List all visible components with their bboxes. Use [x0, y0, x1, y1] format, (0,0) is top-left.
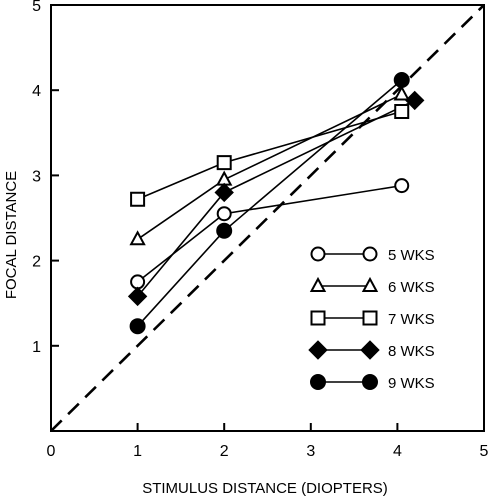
- legend-marker: [362, 374, 378, 390]
- legend: 5 WKS 6 WKS 7 WKS 8 WKS 9 WKS: [308, 246, 435, 392]
- legend-marker: [310, 374, 326, 390]
- y-axis-ticks: 1 2 3 4 5: [32, 0, 59, 356]
- legend-item-5-wks: 5 WKS: [310, 246, 435, 264]
- y-axis-title: FOCAL DISTANCE: [3, 171, 20, 299]
- x-tick-label: 5: [480, 443, 489, 460]
- data-point-7-wks: [394, 104, 410, 119]
- legend-label: 6 WKS: [388, 279, 435, 296]
- x-axis-ticks: 0 1 2 3 4 5: [47, 423, 489, 460]
- data-point-6-wks: [129, 230, 146, 246]
- data-point-8-wks: [214, 182, 234, 203]
- legend-marker: [360, 340, 380, 360]
- series-line-9-wks: [137, 79, 403, 327]
- x-tick-label: 2: [220, 443, 229, 460]
- y-tick-label: 5: [32, 0, 41, 15]
- x-tick-label: 3: [306, 443, 315, 460]
- y-tick-label: 4: [32, 83, 41, 100]
- legend-marker: [310, 310, 326, 326]
- data-point-9-wks: [216, 222, 233, 239]
- y-tick-label: 2: [32, 254, 41, 271]
- legend-marker: [309, 276, 327, 292]
- diagonal-reference-line: [50, 4, 485, 432]
- legend-item-9-wks: 9 WKS: [310, 374, 435, 392]
- legend-marker: [361, 276, 379, 292]
- data-point-5-wks: [216, 206, 232, 222]
- legend-item-6-wks: 6 WKS: [309, 276, 435, 296]
- legend-marker: [310, 246, 326, 262]
- x-tick-label: 1: [133, 443, 142, 460]
- y-tick-label: 1: [32, 339, 41, 356]
- series-markers: [127, 71, 425, 335]
- legend-label: 8 WKS: [388, 343, 435, 360]
- x-tick-label: 4: [393, 443, 402, 460]
- legend-label: 5 WKS: [388, 247, 435, 264]
- legend-label: 9 WKS: [388, 375, 435, 392]
- legend-marker: [362, 310, 378, 326]
- data-point-8-wks: [405, 90, 425, 111]
- data-point-5-wks: [130, 274, 146, 290]
- data-point-6-wks: [393, 85, 410, 101]
- series-line-6-wks: [137, 93, 403, 240]
- y-tick-label: 3: [32, 168, 41, 185]
- data-point-8-wks: [127, 286, 148, 307]
- data-point-7-wks: [216, 155, 232, 171]
- legend-marker: [308, 340, 328, 360]
- data-point-9-wks: [393, 71, 410, 88]
- series-line-5-wks: [137, 184, 402, 283]
- data-point-5-wks: [394, 178, 410, 194]
- data-point-7-wks: [130, 191, 146, 207]
- legend-item-8-wks: 8 WKS: [308, 340, 435, 360]
- legend-item-7-wks: 7 WKS: [310, 310, 435, 328]
- plot-frame: [50, 4, 485, 432]
- x-tick-label: 0: [47, 443, 56, 460]
- data-point-9-wks: [129, 318, 146, 335]
- legend-label: 7 WKS: [388, 311, 435, 328]
- series-line-8-wks: [136, 99, 416, 297]
- x-axis-title: STIMULUS DISTANCE (DIOPTERS): [142, 480, 388, 497]
- legend-marker: [362, 246, 378, 262]
